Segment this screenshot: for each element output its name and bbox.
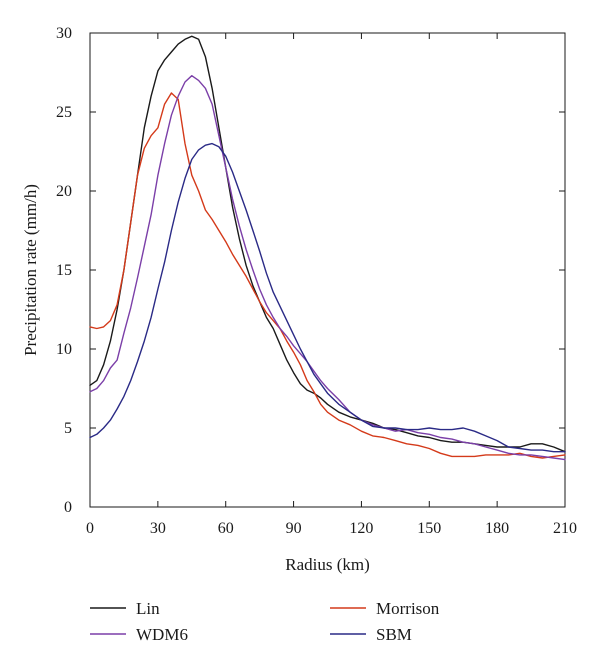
legend-item-sbm: SBM [330,625,412,644]
legend-label: WDM6 [136,625,188,644]
y-tick-label: 25 [56,104,72,121]
legend-item-wdm6: WDM6 [90,625,188,644]
plot-area: 0 30 60 90 120 150 180 210 0 5 10 15 20 25 30 [56,25,577,537]
x-tick-label: 180 [485,520,509,537]
x-tick-label: 120 [349,520,373,537]
legend-label: Lin [136,599,160,618]
y-tick-label: 10 [56,341,72,358]
x-tick-label: 210 [553,520,577,537]
y-tick-label: 20 [56,183,72,200]
x-axis-ticks: 0 30 60 90 120 150 180 210 [86,33,577,537]
legend-item-lin: Lin [90,599,160,618]
y-tick-label: 0 [64,499,72,516]
legend-label: Morrison [376,599,440,618]
x-tick-label: 30 [150,520,166,537]
plot-frame [89,32,566,508]
x-tick-label: 90 [286,520,302,537]
series-line-wdm6 [89,74,566,461]
x-tick-label: 0 [86,520,94,537]
y-tick-label: 5 [64,420,72,437]
series-line-lin [89,35,566,453]
legend: Lin Morrison WDM6 SBM [90,599,440,644]
y-tick-label: 15 [56,262,72,279]
series-group [89,35,566,461]
x-tick-label: 60 [218,520,234,537]
y-tick-label: 30 [56,25,72,42]
x-axis-label: Radius (km) [285,555,370,574]
y-axis-label: Precipitation rate (mm/h) [21,184,40,356]
legend-label: SBM [376,625,412,644]
series-line-sbm [89,142,566,453]
legend-item-morrison: Morrison [330,599,440,618]
x-tick-label: 150 [417,520,441,537]
y-axis-ticks: 0 5 10 15 20 25 30 [56,25,565,516]
